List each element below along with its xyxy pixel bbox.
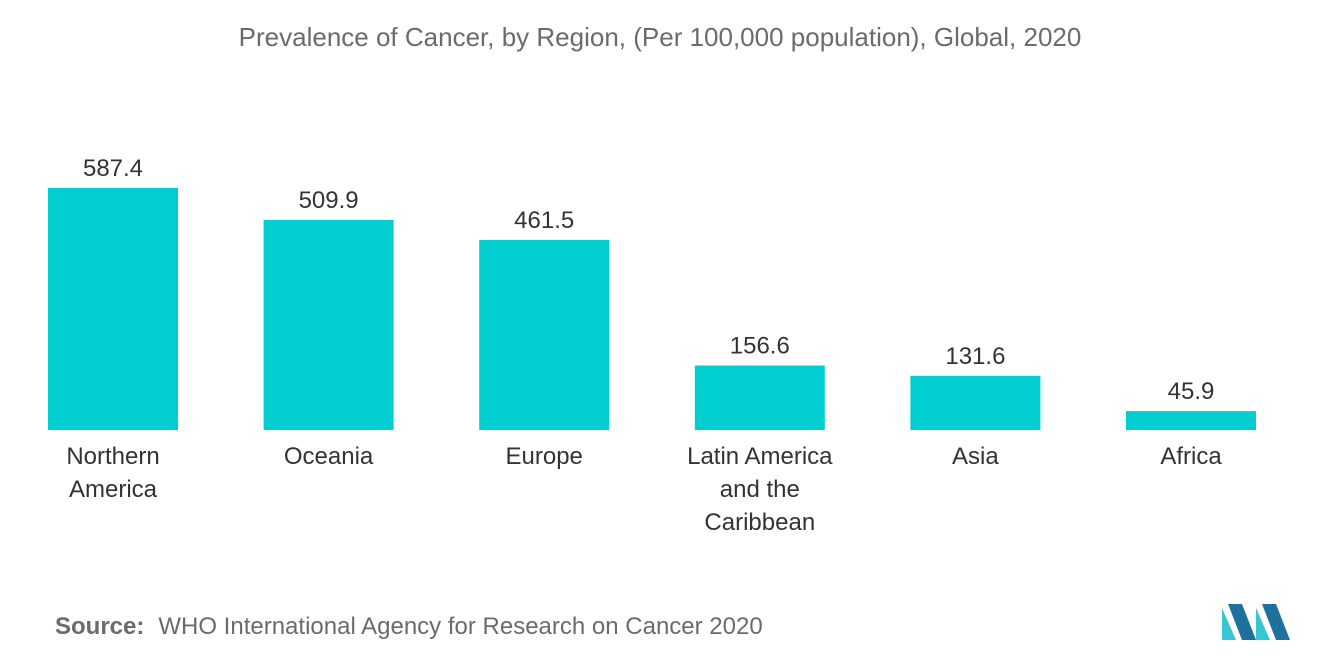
category-label-line: Europe [506, 443, 583, 470]
value-label-3: 156.6 [730, 333, 790, 360]
value-label-2: 461.5 [514, 207, 574, 234]
category-label-line: and the [720, 476, 800, 503]
bar-1 [263, 219, 394, 430]
value-labels-group: 587.4 509.9 461.5 156.6 131.6 45.9 [83, 155, 1214, 405]
category-label-0: Northern America [66, 443, 159, 503]
bars-group [48, 188, 1256, 430]
value-label-1: 509.9 [299, 187, 359, 214]
bar-chart: 587.4 509.9 461.5 156.6 131.6 45.9 Northern Am… [48, 155, 1256, 536]
category-label-5: Africa [1160, 443, 1222, 470]
category-labels-group: Northern America Oceania Europe Latin Americ… [66, 443, 1222, 536]
mordor-intelligence-logo-icon [1222, 604, 1290, 640]
category-label-3: Latin America and the Caribbean [687, 443, 833, 536]
value-label-5: 45.9 [1168, 378, 1215, 405]
source-text: WHO International Agency for Research on… [158, 613, 763, 640]
category-label-4: Asia [952, 443, 999, 470]
category-label-line: Northern [66, 443, 159, 470]
bar-4 [910, 375, 1041, 430]
category-label-1: Oceania [284, 443, 374, 470]
category-label-line: Caribbean [704, 509, 815, 536]
category-label-2: Europe [506, 443, 583, 470]
category-label-line: America [69, 476, 158, 503]
bar-5 [1126, 411, 1256, 430]
bar-2 [479, 239, 610, 430]
logo-shape-4 [1262, 604, 1290, 640]
bar-0 [48, 188, 178, 430]
source-note: Source: WHO International Agency for Rese… [55, 613, 763, 641]
logo-shape-2 [1228, 604, 1256, 640]
value-label-0: 587.4 [83, 155, 143, 182]
category-label-line: Africa [1160, 443, 1222, 470]
category-label-line: Asia [952, 443, 999, 470]
value-label-4: 131.6 [945, 343, 1005, 370]
bar-3 [694, 365, 825, 430]
logo-shape-3 [1256, 608, 1270, 640]
source-key: Source: [55, 613, 145, 640]
category-label-line: Latin America [687, 443, 833, 470]
chart-title: Prevalence of Cancer, by Region, (Per 10… [238, 22, 1082, 52]
category-label-line: Oceania [284, 443, 374, 470]
logo-shape-1 [1222, 608, 1236, 640]
